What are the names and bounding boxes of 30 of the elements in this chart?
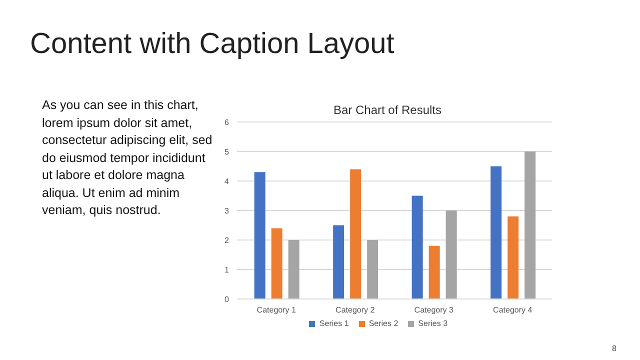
bar — [350, 169, 362, 299]
x-tick-label: Category 2 — [336, 306, 376, 315]
y-tick-label: 6 — [224, 118, 230, 127]
text: Content with Caption Layout — [30, 28, 394, 61]
y-tick-label: 1 — [224, 265, 230, 274]
bar — [271, 228, 282, 299]
legend-label: Series 2 — [368, 319, 398, 328]
bar — [446, 210, 457, 299]
y-tick-label: 2 — [224, 236, 230, 245]
chart-title: Bar Chart of Results — [332, 103, 443, 117]
legend-label: Series 3 — [418, 319, 448, 328]
bar — [428, 246, 440, 299]
bar — [367, 240, 378, 299]
y-tick-label: 4 — [224, 176, 230, 186]
x-tick-label: Category 4 — [493, 306, 533, 315]
text: 8 — [612, 344, 616, 353]
bar — [490, 166, 502, 299]
bar — [524, 152, 536, 299]
bar — [508, 216, 519, 299]
bar — [412, 196, 423, 299]
y-tick-label: 3 — [224, 206, 230, 216]
x-tick-label: Category 1 — [256, 306, 296, 315]
text: As you can see in this chart, lorem ipsum dolor sit amet, consectetur adipiscing elit, sed do eiusmod tempor incididunt ut labore et dolore magna aliqua. Ut enim ad minim veniam, quis nostrud. — [42, 97, 214, 219]
y-tick-label: 5 — [224, 147, 230, 156]
bar — [333, 225, 344, 299]
x-tick-label: Category 3 — [414, 306, 454, 315]
legend-label: Series 1 — [319, 319, 349, 328]
bar — [288, 240, 300, 299]
y-tick-label: 0 — [224, 294, 230, 304]
bar — [254, 172, 266, 299]
